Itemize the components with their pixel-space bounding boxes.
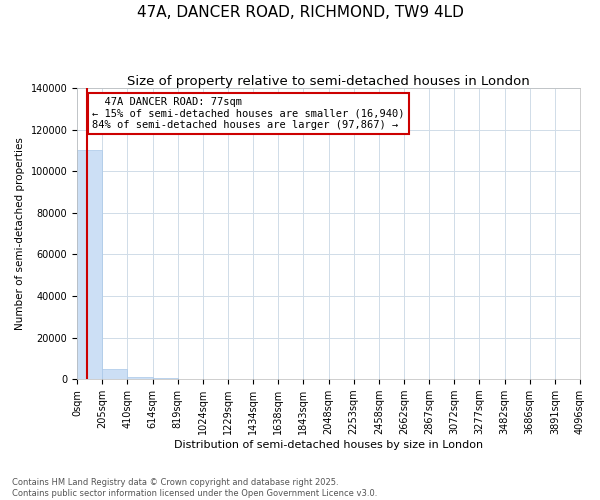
- Text: 47A, DANCER ROAD, RICHMOND, TW9 4LD: 47A, DANCER ROAD, RICHMOND, TW9 4LD: [137, 5, 463, 20]
- Title: Size of property relative to semi-detached houses in London: Size of property relative to semi-detach…: [127, 75, 530, 88]
- Text: 47A DANCER ROAD: 77sqm  
← 15% of semi-detached houses are smaller (16,940)
84% : 47A DANCER ROAD: 77sqm ← 15% of semi-det…: [92, 96, 404, 130]
- Text: Contains HM Land Registry data © Crown copyright and database right 2025.
Contai: Contains HM Land Registry data © Crown c…: [12, 478, 377, 498]
- Bar: [127, 378, 152, 379]
- Bar: [77, 150, 103, 379]
- Bar: [103, 368, 127, 379]
- Bar: [152, 378, 178, 379]
- X-axis label: Distribution of semi-detached houses by size in London: Distribution of semi-detached houses by …: [174, 440, 483, 450]
- Y-axis label: Number of semi-detached properties: Number of semi-detached properties: [15, 137, 25, 330]
